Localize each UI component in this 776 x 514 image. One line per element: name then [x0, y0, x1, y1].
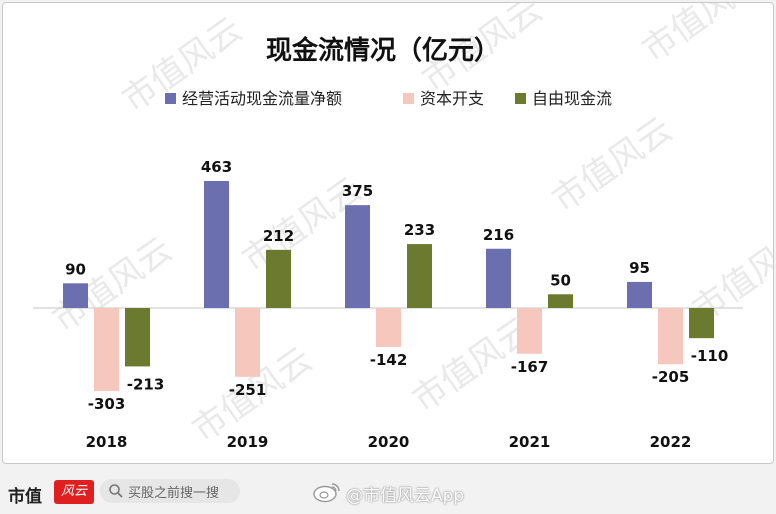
watermark-text: 市值风云 [545, 110, 679, 221]
legend-swatch [165, 93, 176, 104]
bar [658, 308, 683, 365]
category-label: 2018 [86, 433, 128, 451]
bar [486, 248, 511, 308]
labels-layer: 90 -303-213 2018 463 -251 212 2019 375 -142 233 20… [65, 158, 728, 451]
search-input[interactable]: 买股之前搜一搜 [100, 479, 240, 503]
value-label: -303 [88, 395, 126, 413]
footer-bar: 市值 风云 买股之前搜一搜 @市值风云App [0, 466, 776, 514]
weibo-handle: @市值风云App [346, 486, 465, 506]
value-label: -167 [511, 358, 549, 376]
category-label: 2021 [509, 433, 551, 451]
value-label: 212 [263, 227, 294, 245]
value-label: 233 [404, 221, 435, 239]
legend-label: 资本开支 [420, 89, 484, 108]
watermark-text: 市值风云 [635, 3, 769, 70]
value-label: 50 [550, 271, 571, 289]
bar [94, 308, 119, 392]
chart-title: 现金流情况（亿元） [266, 35, 500, 66]
value-label: -251 [229, 381, 267, 399]
bar [627, 281, 652, 308]
bar [689, 308, 714, 339]
chart-panel: 市值风云 市值风云 市值风云 市值风云 市值风云 市值风云 市值风云 市值风云 市值风云 现金流… [2, 2, 774, 464]
value-label: 95 [629, 259, 650, 277]
value-label: 90 [65, 260, 86, 278]
brand-logo-badge: 风云 [54, 480, 94, 504]
weibo-icon [313, 483, 340, 503]
bar [548, 294, 573, 308]
legend-label: 经营活动现金流量净额 [182, 89, 342, 108]
bar [376, 308, 401, 347]
search-placeholder: 买股之前搜一搜 [128, 486, 220, 501]
category-label: 2020 [368, 433, 410, 451]
value-label: -213 [127, 375, 165, 393]
bars-layer [63, 181, 714, 392]
bar [235, 308, 260, 377]
bar [517, 308, 542, 354]
bar [125, 308, 150, 367]
brand-logo-text: 市值 [8, 487, 42, 507]
value-label: -110 [691, 347, 729, 365]
legend: 经营活动现金流量净额 资本开支 自由现金流 [165, 89, 612, 108]
category-label: 2022 [650, 433, 692, 451]
legend-swatch [515, 93, 526, 104]
legend-swatch [403, 93, 414, 104]
value-label: 216 [483, 226, 514, 244]
value-label: 463 [201, 158, 232, 176]
value-label: 375 [342, 182, 373, 200]
legend-label: 自由现金流 [532, 89, 612, 108]
bar [345, 205, 370, 308]
search-icon [109, 484, 123, 498]
value-label: -142 [370, 351, 408, 369]
value-label: -205 [652, 368, 690, 386]
bar [266, 249, 291, 308]
bar [63, 283, 88, 308]
bar [204, 181, 229, 308]
category-label: 2019 [227, 433, 269, 451]
bar [407, 244, 432, 308]
